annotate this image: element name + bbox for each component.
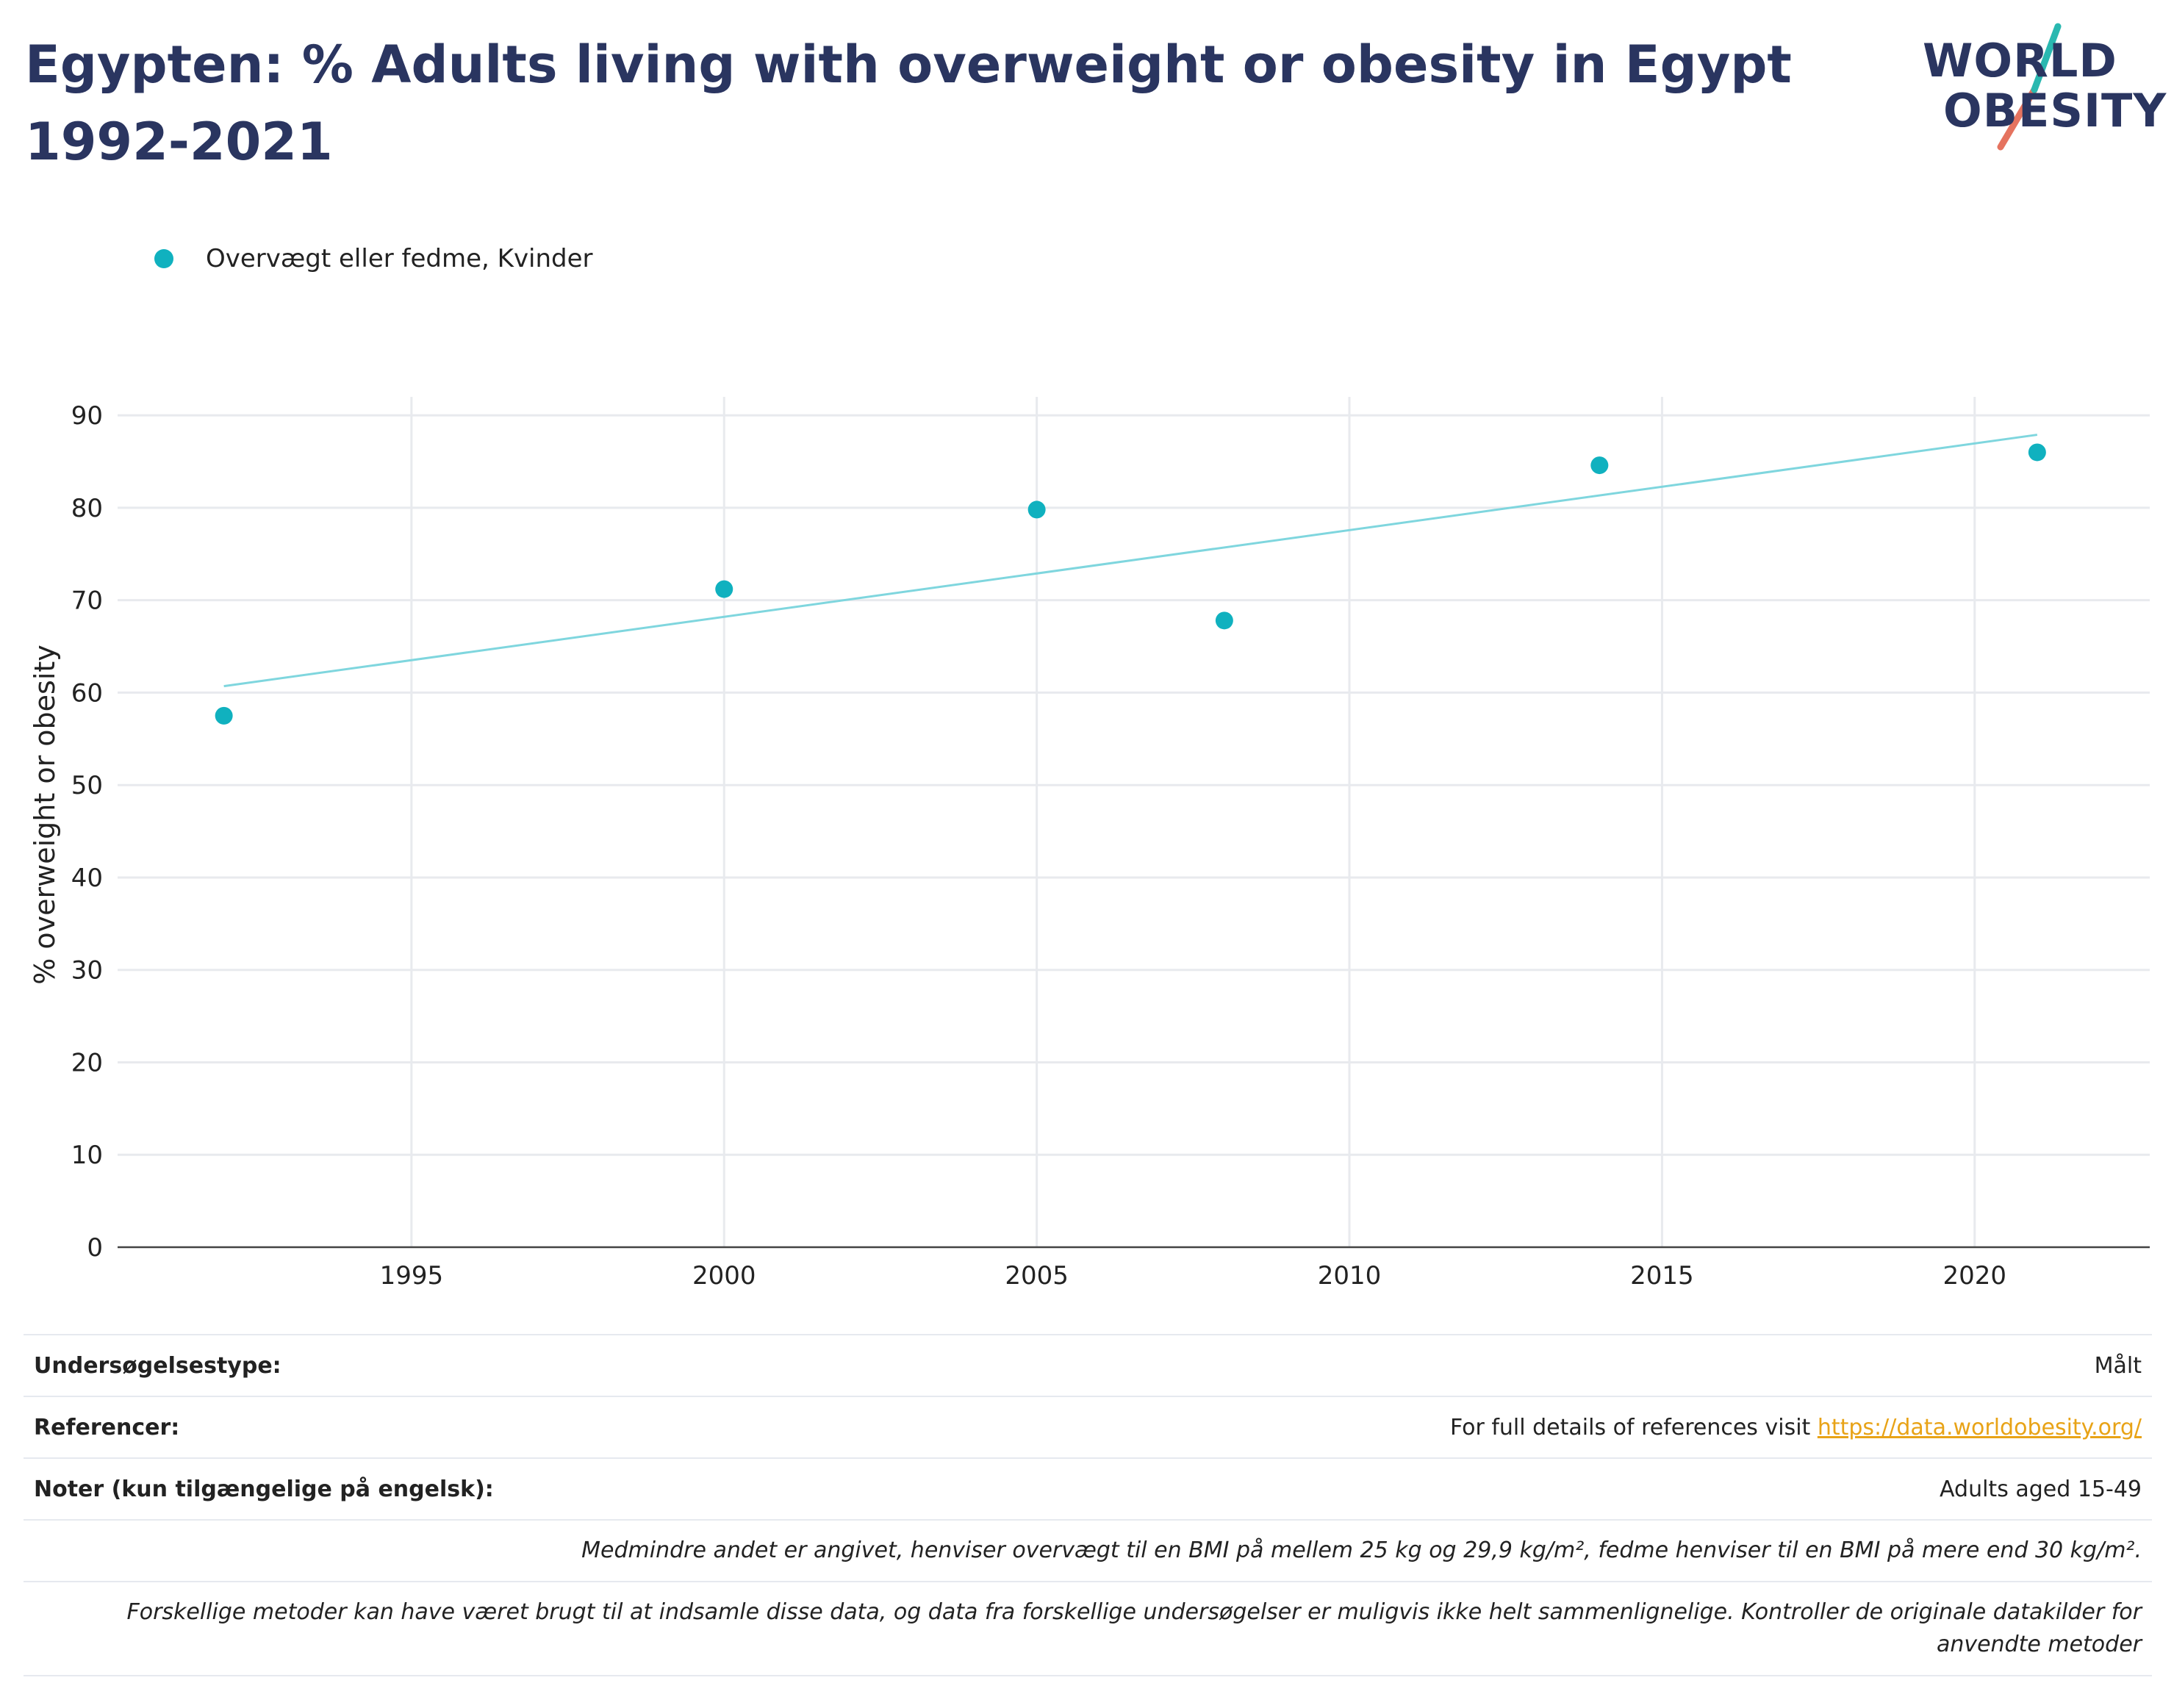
info-table: Undersøgelsestype: Målt Referencer: For …	[24, 1334, 2152, 1676]
x-tick-label: 2005	[1005, 1261, 1069, 1291]
trend-line	[223, 434, 2038, 688]
y-tick-label: 70	[71, 586, 103, 616]
y-tick-label: 40	[71, 864, 103, 893]
logo-slash-icon	[1997, 23, 2062, 151]
notes-row: Noter (kun tilgængelige på engelsk): Adu…	[24, 1457, 2152, 1519]
chart-legend[interactable]: Overvægt eller fedme, Kvinder	[154, 243, 593, 275]
logo-word-world: WORLD	[1923, 34, 2117, 87]
y-tick-label: 0	[87, 1233, 103, 1263]
y-axis-title: % overweight or obesity	[29, 645, 61, 985]
legend-marker	[154, 249, 173, 268]
x-tick-label: 2020	[1943, 1261, 2007, 1291]
methods-note-row: Forskellige metoder kan have været brugt…	[24, 1581, 2152, 1676]
logo-word-obesity: OBESITY	[1943, 84, 2167, 137]
x-tick-label: 2010	[1318, 1261, 1382, 1291]
definition-note: Medmindre andet er angivet, henviser ove…	[581, 1537, 2142, 1563]
data-point	[1027, 500, 1046, 519]
references-value: For full details of references visit htt…	[1450, 1415, 2152, 1440]
y-tick-label: 20	[71, 1048, 103, 1077]
survey-type-value: Målt	[2094, 1352, 2142, 1379]
legend-label: Overvægt eller fedme, Kvinder	[206, 244, 593, 273]
data-point	[1215, 611, 1233, 630]
data-point	[2028, 443, 2046, 462]
x-tick-label: 2015	[1630, 1261, 1694, 1291]
y-tick-label: 90	[71, 401, 103, 431]
survey-type-row: Undersøgelsestype: Målt	[24, 1334, 2152, 1396]
data-point	[1590, 456, 1609, 475]
scatter-chart: 1995 2000 2005 2010 2015 2020 0 10 20 30 40 50 60 70 8…	[29, 397, 2150, 1291]
y-tick-label: 50	[71, 771, 103, 800]
y-tick-label: 10	[71, 1141, 103, 1170]
world-obesity-logo: WORLD OBESITY	[1911, 22, 2166, 154]
references-text: For full details of references visit	[1449, 1414, 1818, 1440]
survey-type-label: Undersøgelsestype:	[34, 1352, 281, 1379]
page-title: Egypten: % Adults living with overweight…	[25, 35, 1792, 172]
notes-label: Noter (kun tilgængelige på engelsk):	[34, 1476, 494, 1502]
notes-value: Adults aged 15-49	[1940, 1476, 2142, 1502]
data-point	[215, 706, 233, 725]
data-point	[715, 580, 733, 598]
y-tick-label: 30	[71, 956, 103, 986]
x-tick-label: 2000	[692, 1261, 756, 1291]
definition-note-row: Medmindre andet er angivet, henviser ove…	[24, 1519, 2152, 1581]
references-label: Referencer:	[34, 1414, 180, 1440]
references-link[interactable]: https://data.worldobesity.org/	[1817, 1414, 2142, 1440]
y-tick-label: 60	[71, 678, 103, 708]
x-tick-label: 1995	[380, 1261, 444, 1291]
references-row: Referencer: For full details of referenc…	[24, 1396, 2152, 1457]
y-tick-label: 80	[71, 494, 103, 523]
methods-note: Forskellige metoder kan have været brugt…	[126, 1599, 2142, 1657]
